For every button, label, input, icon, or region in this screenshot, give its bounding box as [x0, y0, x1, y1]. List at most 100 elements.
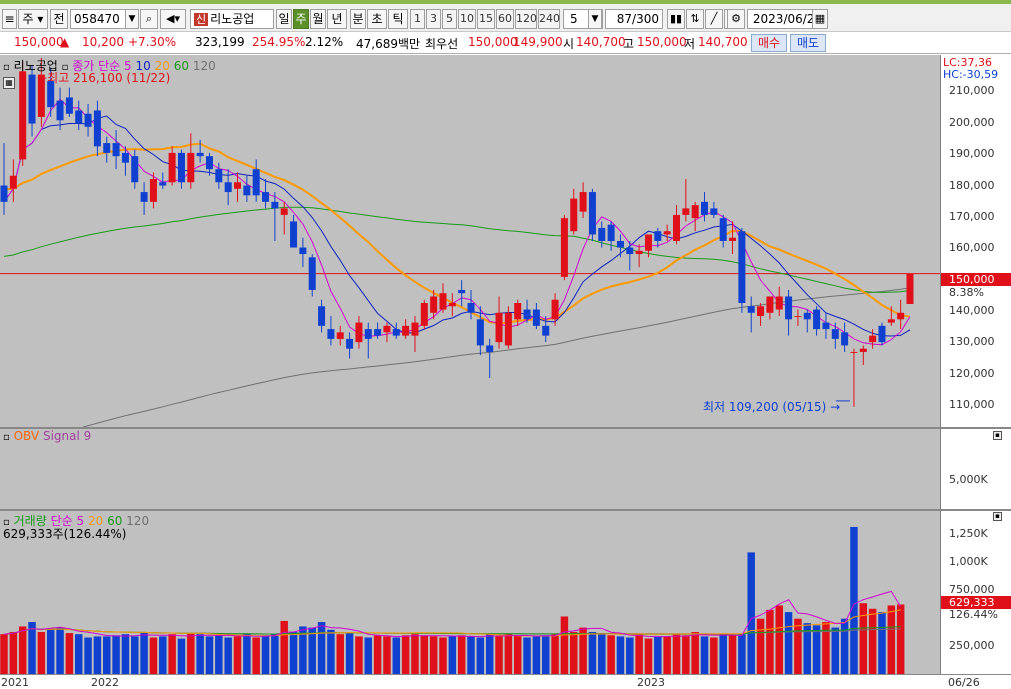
date-tick: 06/26: [948, 676, 980, 689]
volume-bar: [74, 634, 83, 674]
panel-splitter-2[interactable]: [0, 509, 1011, 511]
volume-bar: [439, 637, 447, 674]
chart-type-icon[interactable]: ⇅: [686, 9, 704, 29]
candle-body: [47, 81, 55, 108]
obv-panel[interactable]: ▫ OBV Signal 9: [0, 429, 940, 509]
volume-bar: [551, 634, 559, 674]
count-field[interactable]: 87/300: [605, 9, 663, 29]
candle-body: [84, 113, 92, 127]
volume-bar: [700, 636, 709, 674]
candle-body: [121, 152, 129, 163]
price-summary-bar: 150,000 ▲ 10,200 +7.30% 323,199 254.95% …: [0, 32, 1011, 54]
candle-body: [906, 273, 914, 304]
tab-period-week[interactable]: 주: [293, 9, 309, 29]
volume-bar: [747, 552, 755, 674]
candle-body: [327, 329, 335, 339]
candle-body: [523, 309, 531, 320]
legend-ma120: 120: [192, 59, 216, 73]
speaker-icon[interactable]: ◀▾: [160, 9, 186, 29]
vol-ma5-line: [3, 590, 902, 638]
candle-body: [411, 322, 419, 336]
prev-button[interactable]: 전: [50, 9, 68, 29]
volume-bar: [103, 636, 111, 674]
interval-1[interactable]: 1: [410, 9, 425, 29]
volume-bar: [177, 638, 186, 674]
interval-60[interactable]: 60: [496, 9, 514, 29]
candle-body: [495, 312, 503, 343]
volume-bar: [46, 628, 55, 674]
candle-body: [65, 97, 73, 114]
candle-body: [196, 152, 204, 157]
stock-name-field[interactable]: 신 리노공업: [190, 9, 274, 29]
panel-splitter[interactable]: [0, 427, 1011, 429]
volume-bar: [121, 634, 130, 674]
candle-body: [738, 231, 746, 303]
volume-bar: [868, 608, 877, 674]
volume-legend-ma: 단순: [50, 514, 73, 528]
ma60-line: [3, 206, 911, 293]
table-view-icon[interactable]: ▦: [3, 77, 15, 89]
tab-period-day[interactable]: 일: [276, 9, 292, 29]
candle-body: [775, 296, 783, 310]
buy-button[interactable]: 매수: [751, 34, 788, 52]
menu-icon[interactable]: ≡: [2, 9, 17, 29]
interval-dropdown-icon[interactable]: ▼: [588, 9, 602, 29]
candle-body: [243, 185, 251, 196]
interval-5[interactable]: 5: [442, 9, 457, 29]
candle-body: [570, 198, 578, 232]
price-tick: 210,000: [949, 84, 995, 97]
tab-period-second[interactable]: 초: [367, 9, 387, 29]
price-tick: 170,000: [949, 210, 995, 223]
candle-body: [542, 325, 550, 336]
volume-bar: [635, 634, 643, 674]
volume-bar: [0, 634, 8, 674]
tab-period-tick[interactable]: 틱: [388, 9, 408, 29]
tab-period-month[interactable]: 월: [310, 9, 326, 29]
market-select[interactable]: 주 ▾: [18, 9, 48, 29]
candle-body: [607, 224, 615, 241]
obv-signal-label: Signal 9: [42, 429, 92, 443]
stock-code-input[interactable]: 058470: [70, 9, 138, 29]
volume-bar: [513, 635, 522, 674]
interval-120[interactable]: 120: [515, 9, 537, 29]
search-icon[interactable]: ⌕: [140, 9, 158, 29]
candlestick-chart[interactable]: [0, 55, 940, 452]
interval-10[interactable]: 10: [458, 9, 476, 29]
volume-panel[interactable]: ▫ 거래량 단순 5 20 60 120 629,333주(126.44%): [0, 511, 940, 674]
volume-bar: [187, 633, 195, 674]
volume-bar: [457, 635, 466, 674]
vol-legend-box-icon: ▫: [3, 517, 10, 528]
candle-body: [430, 296, 438, 313]
volume-chart[interactable]: [0, 511, 940, 674]
candle-body: [794, 316, 802, 318]
candle-body: [504, 312, 512, 346]
candle-body: [616, 241, 624, 248]
sell-button[interactable]: 매도: [790, 34, 827, 52]
volume-close-icon[interactable]: ▪: [993, 512, 1002, 521]
obv-close-icon[interactable]: ▪: [993, 431, 1002, 440]
volume-bar: [682, 635, 690, 674]
candle-body: [364, 329, 372, 339]
volume-ratio: 254.95%: [252, 35, 306, 49]
candle-body: [644, 234, 652, 251]
price-chart-panel[interactable]: ▫ 리노공업 ▫ 종가 단순 5 10 20 60 120 ←최고 216,10…: [0, 55, 940, 452]
bars-icon[interactable]: ▮▮: [667, 9, 685, 29]
ma5-line: [3, 98, 911, 346]
code-dropdown-icon[interactable]: ▼: [125, 9, 139, 29]
volume-bar: [317, 622, 326, 674]
candle-body: [346, 338, 354, 349]
tab-period-minute[interactable]: 분: [350, 9, 366, 29]
volume-bar: [56, 627, 64, 674]
line-draw-icon[interactable]: ╱: [705, 9, 723, 29]
tab-period-year[interactable]: 년: [327, 9, 347, 29]
volume-bar: [271, 634, 279, 674]
high-label: 고: [623, 37, 635, 51]
price-change: 10,200: [82, 35, 124, 49]
interval-15[interactable]: 15: [477, 9, 495, 29]
settings-icon[interactable]: ⚙: [727, 9, 745, 29]
interval-3[interactable]: 3: [426, 9, 441, 29]
candle-body: [103, 143, 111, 153]
calendar-icon[interactable]: ▦: [812, 9, 828, 29]
obv-chart[interactable]: [0, 429, 940, 509]
interval-240[interactable]: 240: [538, 9, 560, 29]
